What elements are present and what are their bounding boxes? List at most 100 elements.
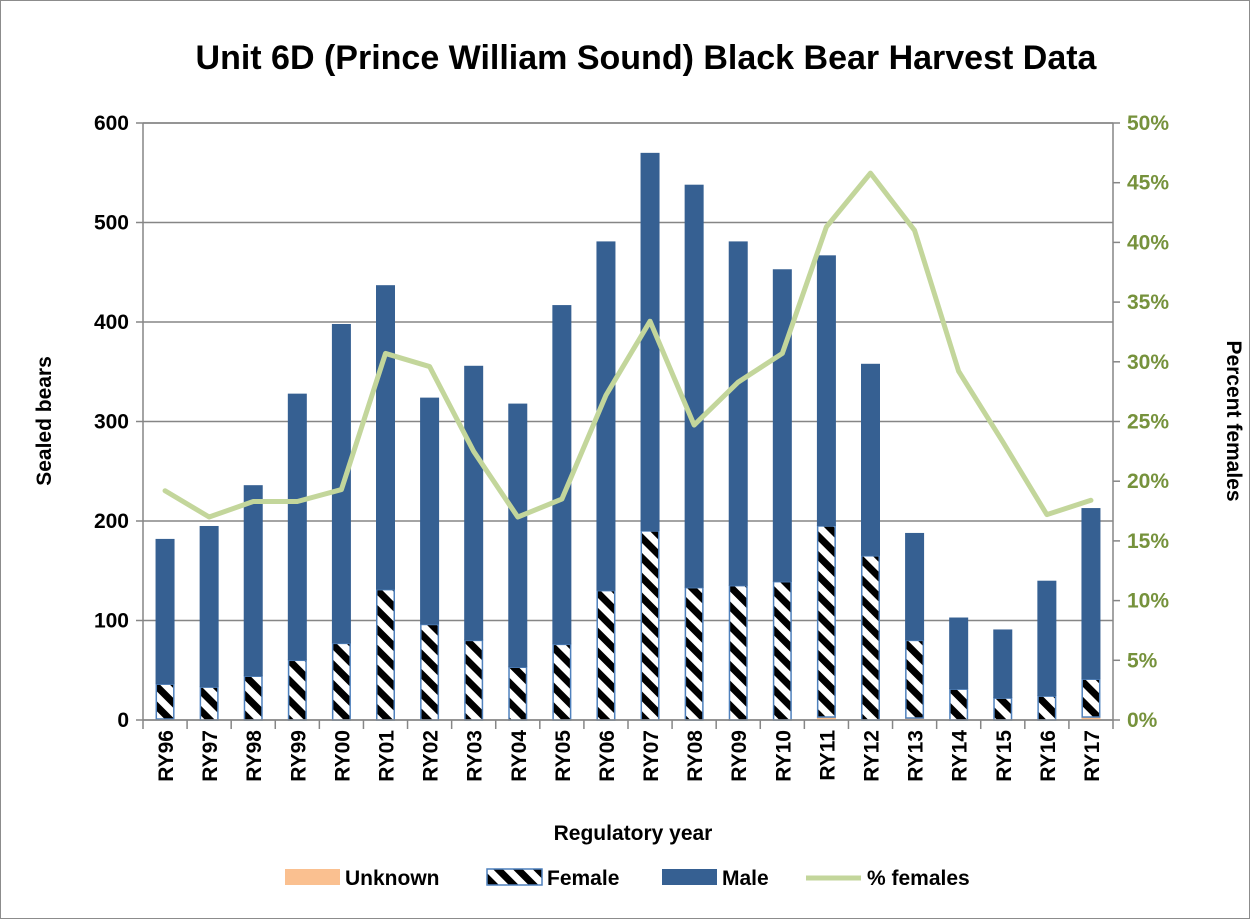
bar-female: [993, 697, 1013, 721]
y2-tick-label: 35%: [1127, 291, 1169, 314]
legend-item: Female: [486, 867, 619, 890]
legend-item: Unknown: [285, 867, 440, 890]
bar-male: [640, 152, 660, 531]
bar-male: [1037, 580, 1057, 697]
y2-tick-label: 45%: [1127, 172, 1169, 195]
bar-male: [772, 269, 792, 582]
x-tick-label: RY07: [640, 730, 663, 782]
bar-unknown: [816, 717, 836, 720]
bar-male: [596, 241, 616, 591]
chart-title: Unit 6D (Prince William Sound) Black Bea…: [196, 39, 1098, 77]
bar-male: [684, 184, 704, 588]
bar-female: [331, 642, 351, 721]
x-tick-label: RY97: [199, 730, 222, 782]
bar-male: [287, 393, 307, 661]
x-tick-label: RY99: [287, 730, 310, 782]
bar-female: [728, 584, 748, 721]
x-tick-label: RY06: [596, 730, 619, 782]
bar-female: [905, 639, 925, 719]
y-tick-label: 100: [94, 610, 129, 633]
bar-female: [1081, 678, 1101, 718]
legend-item: % females: [806, 867, 970, 890]
bar-male: [243, 485, 263, 677]
legend-label: Male: [722, 867, 769, 890]
y-tick-label: 400: [94, 311, 129, 334]
x-tick-label: RY96: [155, 730, 178, 782]
x-tick-label: RY98: [243, 730, 266, 782]
bar-female: [376, 588, 395, 721]
y-tick-label: 0: [117, 709, 129, 732]
bar-male: [1081, 508, 1101, 680]
bar-female: [949, 688, 969, 721]
bar-male: [464, 365, 484, 641]
bar-unknown: [905, 718, 925, 720]
y2-tick-label: 50%: [1127, 112, 1169, 135]
bar-male: [816, 255, 836, 526]
x-axis-label: Regulatory year: [554, 822, 713, 845]
series-line-percent-females: [162, 170, 1094, 520]
y2-tick-label: 5%: [1127, 649, 1158, 672]
bar-male: [552, 305, 572, 645]
bar-unknown: [1081, 717, 1101, 720]
bar-female: [596, 589, 616, 721]
legend-label: % females: [867, 867, 970, 890]
y2-tick-label: 20%: [1127, 470, 1169, 493]
bar-male: [728, 241, 748, 586]
bar-female: [287, 659, 307, 721]
y-tick-label: 300: [94, 411, 129, 434]
x-tick-label: RY04: [508, 730, 531, 782]
y2-axis-label: Percent females: [1222, 340, 1245, 501]
bar-female: [508, 666, 528, 721]
bar-female: [155, 683, 175, 720]
y2-tick-label: 25%: [1127, 411, 1169, 434]
x-tick-label: RY02: [420, 730, 443, 782]
bar-female: [199, 686, 219, 721]
x-tick-label: RY09: [728, 730, 751, 782]
legend: Unknown Female Male % females: [285, 867, 970, 890]
bar-male: [155, 538, 175, 685]
x-tick-label: RY15: [993, 730, 1016, 782]
y2-tick-label: 30%: [1127, 351, 1169, 374]
y-tick-label: 600: [94, 112, 129, 135]
bar-female: [772, 580, 792, 721]
bar-male: [949, 617, 969, 690]
y2-tick-label: 0%: [1127, 709, 1158, 732]
legend-swatch-female: [486, 868, 543, 886]
x-tick-label: RY12: [861, 730, 884, 782]
legend-label: Female: [547, 867, 619, 890]
bar-female: [684, 586, 704, 721]
bar-male: [199, 525, 219, 688]
legend-swatch-unknown: [285, 869, 340, 885]
x-tick-label: RY08: [684, 730, 707, 782]
bar-female: [816, 525, 836, 718]
y-tick-label: 500: [94, 212, 129, 235]
y-axis-label: Sealed bears: [33, 356, 56, 486]
bar-female: [464, 639, 484, 721]
x-tick-label: RY00: [331, 730, 354, 782]
bar-male: [905, 532, 925, 641]
bar-female: [861, 555, 880, 721]
legend-swatch-male: [662, 869, 717, 885]
bar-female: [1037, 695, 1057, 721]
legend-label: Unknown: [345, 867, 440, 890]
x-tick-label: RY01: [376, 730, 399, 782]
bar-female: [640, 530, 660, 721]
legend-item: Male: [662, 867, 769, 890]
x-tick-label: RY16: [1037, 730, 1060, 782]
bar-male: [376, 285, 395, 590]
x-tick-label: RY11: [816, 730, 839, 781]
x-tick-label: RY17: [1081, 730, 1104, 782]
y2-tick-label: 40%: [1127, 231, 1169, 254]
x-tick-label: RY10: [772, 730, 795, 782]
y-tick-label: 200: [94, 510, 129, 533]
bar-female: [552, 643, 572, 721]
x-tick-label: RY13: [905, 730, 928, 782]
x-tick-label: RY03: [464, 730, 487, 782]
y2-tick-label: 10%: [1127, 590, 1169, 613]
bar-male: [420, 397, 440, 625]
bar-male: [508, 403, 528, 668]
x-tick-label: RY14: [949, 730, 972, 782]
bar-female: [243, 675, 263, 721]
